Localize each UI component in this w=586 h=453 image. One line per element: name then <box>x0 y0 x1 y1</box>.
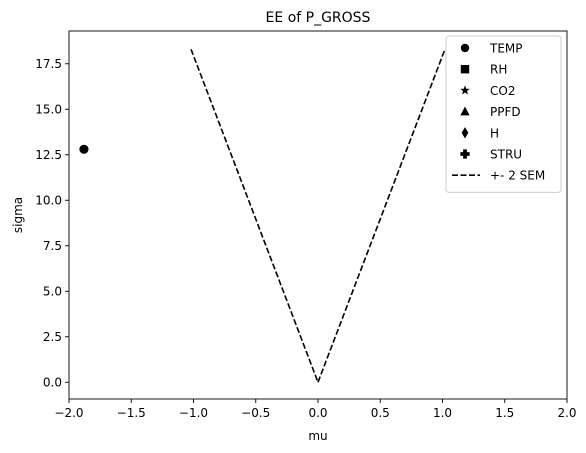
x-tick-label: −2.0 <box>54 406 83 420</box>
y-tick-label: 0.0 <box>43 375 62 389</box>
y-tick-label: 2.5 <box>43 330 62 344</box>
legend-label: STRU <box>490 148 522 162</box>
x-axis-label: mu <box>308 429 327 443</box>
y-tick-label: 10.0 <box>35 193 62 207</box>
y-tick-label: 17.5 <box>35 57 62 71</box>
legend-box <box>445 35 562 193</box>
legend-marker-stru <box>460 149 470 159</box>
x-tick-label: −1.0 <box>179 406 208 420</box>
y-axis: 0.0 2.5 5.0 7.5 10.0 12.5 15.0 17.5 <box>35 57 69 389</box>
y-tick-label: 5.0 <box>43 284 62 298</box>
legend-label: RH <box>490 63 507 77</box>
legend-marker-co2 <box>460 85 470 95</box>
legend-label: H <box>490 126 499 140</box>
y-tick-label: 7.5 <box>43 239 62 253</box>
x-tick-label: 0.0 <box>308 406 327 420</box>
legend-marker-h <box>461 127 469 139</box>
y-tick-label: 12.5 <box>35 148 62 162</box>
legend-label: TEMP <box>489 42 523 56</box>
x-tick-label: −0.5 <box>241 406 270 420</box>
legend-marker-temp <box>460 43 470 53</box>
x-tick-label: 2.0 <box>557 406 576 420</box>
legend-label: +- 2 SEM <box>490 169 545 183</box>
x-tick-label: 1.5 <box>495 406 514 420</box>
y-tick-label: 15.0 <box>35 102 62 116</box>
x-tick-label: 1.0 <box>433 406 452 420</box>
x-axis: −2.0 −1.5 −1.0 −0.5 0.0 0.5 1.0 1.5 2.0 <box>54 399 577 420</box>
data-layer <box>79 48 446 383</box>
legend-label: PPFD <box>490 105 521 119</box>
legend: TEMP RH CO2 PPFD H STRU +- 2 SEM <box>445 35 562 193</box>
x-tick-label: −1.5 <box>117 406 146 420</box>
legend-marker-rh <box>460 65 470 74</box>
data-point-temp <box>79 144 89 154</box>
y-axis-label: sigma <box>11 197 25 233</box>
legend-marker-ppfd <box>460 106 470 116</box>
legend-label: CO2 <box>490 84 515 98</box>
x-tick-label: 0.5 <box>371 406 390 420</box>
chart-title: EE of P_GROSS <box>266 10 371 26</box>
